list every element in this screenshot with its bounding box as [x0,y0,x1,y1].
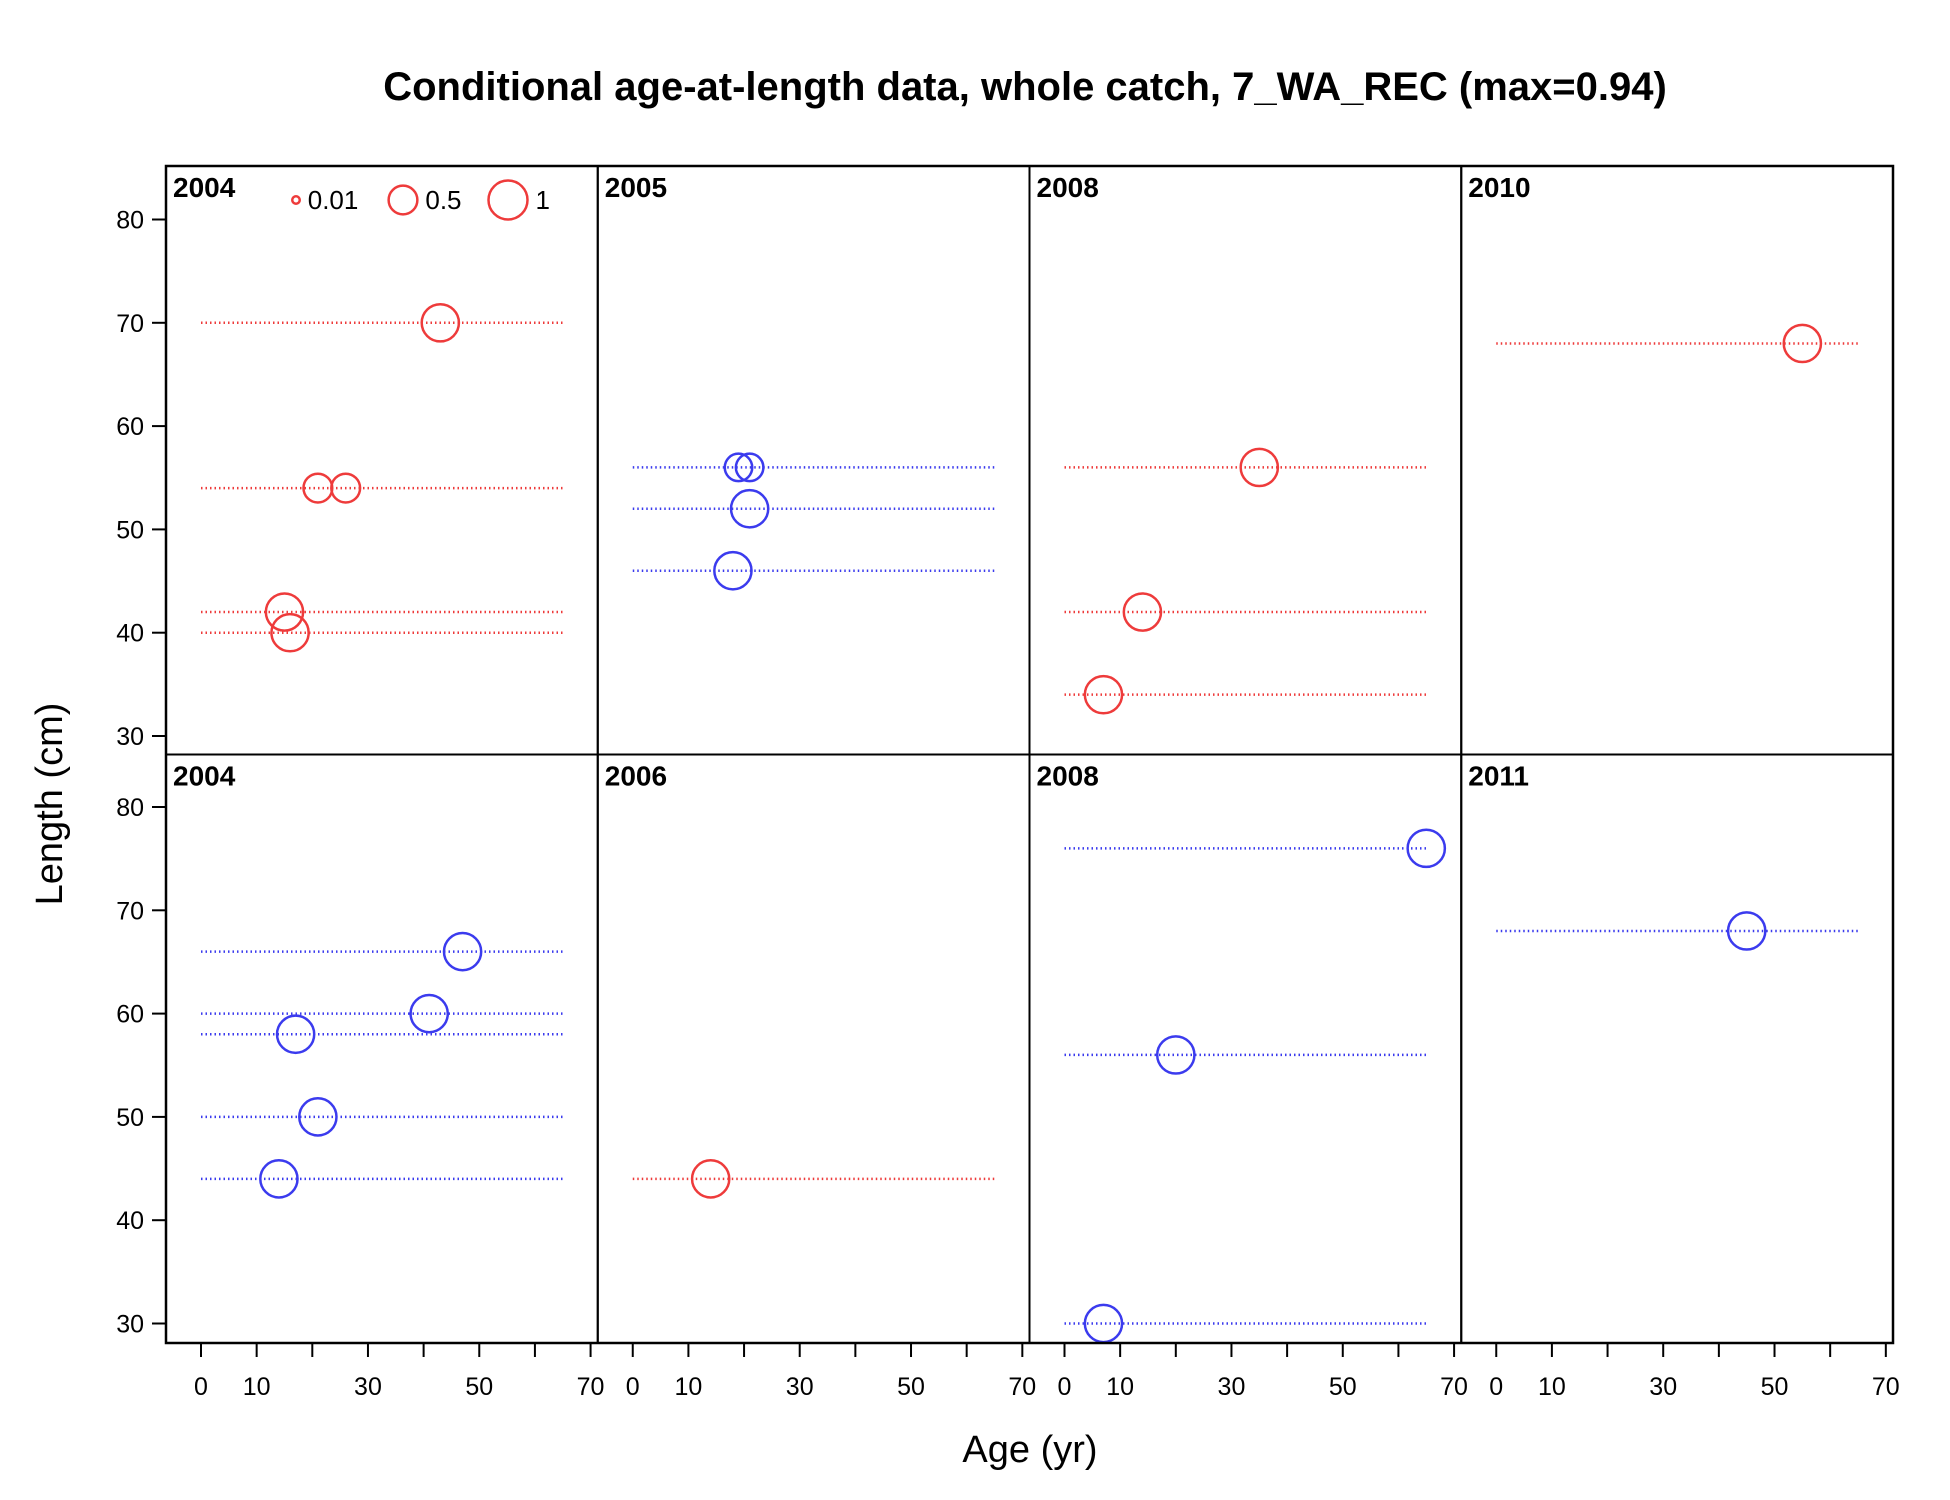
legend-label: 1 [536,185,550,215]
x-tick-label: 70 [1440,1373,1468,1401]
x-tick-label: 0 [626,1373,640,1401]
legend-symbol [387,184,419,216]
data-point [275,1014,316,1055]
x-tick-label: 30 [786,1373,814,1401]
x-tick-label: 30 [1218,1373,1246,1401]
panel-year-label: 2011 [1468,761,1529,792]
panel-frame [1028,165,1463,756]
x-tick-label: 0 [1489,1373,1503,1401]
panel-frame [1028,753,1463,1344]
x-tick-label: 50 [897,1373,925,1401]
panel-year-label: 2010 [1468,172,1530,203]
y-tick-label: 80 [116,794,144,822]
panel-2008-top: 2008 [1028,165,1463,756]
panel-year-label: 2008 [1037,172,1099,203]
panel-year-label: 2008 [1037,761,1099,792]
panel-2011-bottom: 2011 [1460,753,1894,1344]
x-tick-label: 30 [1649,1373,1677,1401]
panel-2005-top: 2005 [596,165,1031,756]
data-point [723,452,754,483]
data-point [1083,1303,1124,1344]
data-point [420,302,461,343]
y-tick-label: 60 [116,413,144,441]
data-point [1122,592,1163,632]
legend-symbol [291,195,301,205]
panel-frame [596,165,1031,756]
data-point [442,931,483,972]
y-tick-label: 50 [116,516,144,544]
y-axis-title: Length (cm) [29,703,71,906]
y-tick-label: 30 [116,723,144,751]
panel-2004-top: 2004 [165,165,599,756]
data-point [1155,1035,1196,1075]
panel-frame [596,753,1031,1344]
panel-2010-top: 2010 [1460,165,1894,756]
x-tick-label: 70 [577,1373,605,1401]
panel-year-label: 2004 [173,761,236,792]
panel-2008-bottom: 2008 [1028,753,1463,1344]
panel-frame [165,165,599,756]
y-tick-label: 60 [116,1001,144,1029]
y-tick-label: 80 [116,207,144,235]
data-point [1239,447,1280,488]
x-tick-label: 10 [1538,1373,1566,1401]
legend-label: 0.01 [308,185,359,215]
x-tick-label: 70 [1008,1373,1036,1401]
panel-frame [1460,753,1894,1344]
x-tick-label: 50 [1761,1373,1789,1401]
panel-2006-bottom: 2006 [596,753,1031,1344]
data-point [409,993,450,1034]
data-point [264,592,305,632]
data-point [690,1159,731,1199]
x-tick-label: 10 [1106,1373,1134,1401]
data-point [1406,828,1447,869]
y-tick-label: 70 [116,897,144,925]
panel-year-label: 2004 [173,172,236,203]
data-point [330,472,362,504]
plot-border [164,164,1895,1345]
x-tick-label: 10 [243,1373,271,1401]
panel-2004-bottom: 2004 [165,753,599,1344]
panel-frame [165,753,599,1344]
x-tick-label: 50 [465,1373,493,1401]
plot-area: 2004 2005 2008 2010 2004 2006 2008 2011 30 40 50 60… [116,164,1900,1401]
x-tick-label: 70 [1872,1373,1900,1401]
chart-title: Conditional age-at-length data, whole ca… [383,65,1667,109]
y-tick-label: 50 [116,1104,144,1132]
x-tick-label: 10 [674,1373,702,1401]
data-point [298,1097,338,1137]
panel-year-label: 2006 [605,761,667,792]
data-point [270,612,310,653]
data-point [1726,911,1767,951]
legend: 0.01 0.5 1 [291,179,550,221]
legend-label: 0.5 [425,185,461,215]
y-tick-label: 40 [116,620,144,648]
data-point [713,550,753,591]
x-tick-label: 0 [1058,1373,1072,1401]
data-point [259,1159,299,1199]
panel-year-label: 2005 [605,172,667,203]
data-point [1782,323,1823,364]
y-tick-label: 30 [116,1311,144,1339]
legend-symbol [487,179,529,221]
panel-frame [1460,165,1894,756]
x-axis-title: Age (yr) [962,1429,1097,1471]
y-tick-label: 70 [116,310,144,338]
data-point [1083,674,1124,715]
x-tick-label: 50 [1329,1373,1357,1401]
x-tick-label: 0 [194,1373,208,1401]
data-point [734,452,765,483]
data-point [729,488,770,529]
y-tick-label: 40 [116,1207,144,1235]
x-tick-label: 30 [354,1373,382,1401]
